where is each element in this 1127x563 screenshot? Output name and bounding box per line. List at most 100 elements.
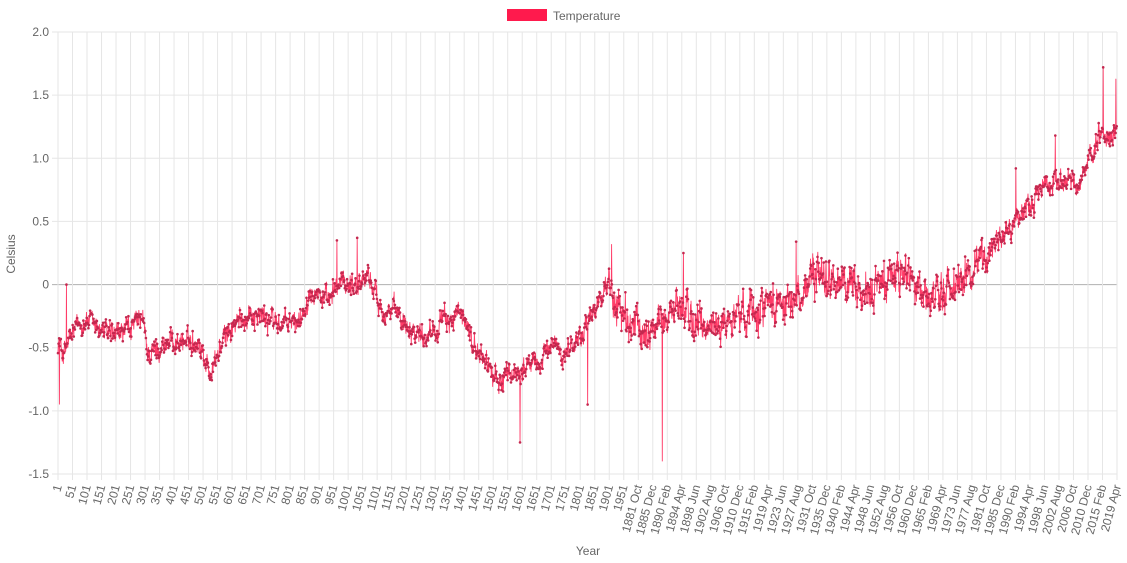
data-point[interactable] — [550, 337, 554, 341]
data-point[interactable] — [293, 330, 297, 334]
data-point[interactable] — [939, 281, 943, 284]
data-point[interactable] — [741, 287, 745, 291]
data-point[interactable] — [1081, 174, 1084, 178]
data-point[interactable] — [681, 301, 685, 304]
data-point[interactable] — [83, 327, 87, 331]
data-point[interactable] — [260, 309, 264, 312]
data-point[interactable] — [892, 274, 895, 278]
data-point[interactable] — [570, 341, 573, 345]
data-point[interactable] — [107, 329, 111, 332]
data-point[interactable] — [860, 304, 864, 308]
data-point[interactable] — [341, 271, 344, 274]
data-point[interactable] — [181, 332, 184, 336]
data-point[interactable] — [372, 297, 375, 301]
data-point[interactable] — [426, 336, 429, 340]
data-point[interactable] — [602, 294, 605, 298]
data-point[interactable] — [229, 338, 233, 342]
data-point[interactable] — [877, 279, 880, 282]
data-point[interactable] — [133, 318, 136, 321]
data-point[interactable] — [116, 332, 120, 335]
data-point[interactable] — [824, 285, 827, 288]
data-point[interactable] — [817, 261, 820, 265]
data-point[interactable] — [211, 370, 215, 374]
data-point[interactable] — [545, 349, 548, 353]
data-point[interactable] — [185, 329, 189, 333]
data-point[interactable] — [239, 316, 242, 320]
data-point[interactable] — [957, 263, 960, 267]
data-point[interactable] — [680, 296, 684, 300]
data-point[interactable] — [500, 382, 504, 385]
data-point[interactable] — [554, 337, 558, 341]
data-point[interactable] — [78, 321, 81, 325]
data-point[interactable] — [783, 323, 787, 326]
data-point[interactable] — [1107, 133, 1111, 136]
data-point[interactable] — [967, 268, 971, 272]
data-point[interactable] — [298, 324, 302, 328]
data-point[interactable] — [644, 343, 647, 347]
data-point[interactable] — [491, 374, 495, 378]
data-point[interactable] — [617, 302, 621, 306]
data-point[interactable] — [198, 341, 201, 345]
data-point[interactable] — [264, 324, 267, 328]
data-point[interactable] — [842, 273, 845, 276]
data-point[interactable] — [391, 297, 395, 301]
data-point[interactable] — [366, 263, 370, 267]
data-point[interactable] — [243, 315, 247, 319]
data-point[interactable] — [331, 278, 335, 281]
data-point[interactable] — [853, 263, 857, 267]
data-point[interactable] — [618, 294, 622, 298]
data-point[interactable] — [939, 305, 942, 308]
data-point[interactable] — [841, 283, 845, 287]
data-point[interactable] — [963, 255, 967, 258]
data-point[interactable] — [1029, 214, 1033, 217]
data-point[interactable] — [155, 342, 159, 346]
data-point[interactable] — [404, 323, 408, 327]
data-point[interactable] — [171, 332, 174, 335]
data-point[interactable] — [960, 280, 964, 284]
data-point[interactable] — [1030, 198, 1034, 201]
data-point[interactable] — [113, 336, 117, 340]
data-point[interactable] — [755, 329, 758, 333]
data-point[interactable] — [563, 360, 567, 363]
data-point[interactable] — [837, 288, 841, 292]
data-point[interactable] — [936, 288, 940, 292]
data-point[interactable] — [1101, 66, 1105, 69]
data-point[interactable] — [228, 329, 232, 333]
data-point[interactable] — [239, 325, 243, 329]
data-point[interactable] — [751, 306, 755, 309]
data-point[interactable] — [737, 303, 740, 306]
data-point[interactable] — [740, 300, 744, 304]
data-point[interactable] — [427, 333, 431, 336]
data-point[interactable] — [938, 308, 942, 311]
data-point[interactable] — [1009, 237, 1013, 241]
data-point[interactable] — [885, 282, 889, 285]
data-point[interactable] — [533, 355, 536, 359]
data-point[interactable] — [606, 280, 610, 284]
data-point[interactable] — [236, 318, 240, 321]
data-point[interactable] — [1077, 184, 1080, 188]
data-point[interactable] — [856, 296, 859, 299]
data-point[interactable] — [420, 322, 424, 326]
data-point[interactable] — [721, 312, 725, 316]
data-point[interactable] — [1024, 215, 1028, 219]
data-point[interactable] — [758, 318, 762, 322]
data-point[interactable] — [597, 300, 600, 304]
data-point[interactable] — [518, 375, 521, 378]
data-point[interactable] — [888, 265, 892, 268]
data-point[interactable] — [841, 269, 844, 273]
data-point[interactable] — [352, 292, 356, 295]
data-point[interactable] — [191, 329, 194, 333]
data-point[interactable] — [805, 277, 809, 281]
data-point[interactable] — [179, 343, 183, 347]
data-point[interactable] — [586, 403, 589, 406]
data-point[interactable] — [651, 318, 655, 322]
data-point[interactable] — [717, 317, 720, 320]
data-point[interactable] — [523, 370, 527, 374]
data-point[interactable] — [219, 350, 223, 354]
data-point[interactable] — [274, 315, 277, 319]
data-point[interactable] — [613, 305, 616, 309]
data-point[interactable] — [948, 297, 952, 301]
data-point[interactable] — [73, 328, 77, 331]
data-point[interactable] — [1096, 148, 1099, 152]
data-point[interactable] — [229, 331, 232, 335]
